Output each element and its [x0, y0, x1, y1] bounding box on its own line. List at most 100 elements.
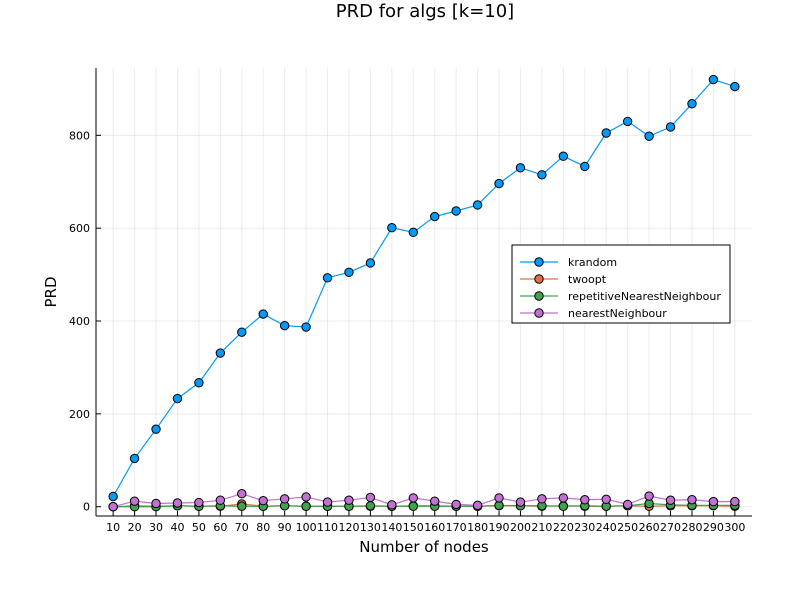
legend-label-nearestNeighbour: nearestNeighbour [568, 307, 667, 320]
data-point-nearestNeighbour [601, 494, 611, 504]
x-tick-label: 160 [424, 521, 445, 534]
data-point-krandom [151, 424, 161, 434]
x-tick-label: 300 [724, 521, 745, 534]
data-point-krandom [558, 151, 569, 161]
legend: krandom twoopt repetitiveNearestNeighbour n… [511, 244, 731, 324]
x-tick-label: 180 [467, 521, 488, 534]
legend-marker-twoopt [534, 274, 544, 284]
data-point-nearestNeighbour [258, 495, 268, 506]
data-point-nearestNeighbour [644, 491, 654, 501]
x-tick-label: 120 [338, 521, 359, 534]
axes [95, 68, 752, 517]
x-tick-label: 60 [213, 521, 227, 534]
chart-title: PRD for algs [k=10] [336, 1, 514, 22]
data-point-krandom [108, 491, 118, 502]
data-point-krandom [194, 378, 204, 388]
legend-marker-repetitiveNearestNeighbour [534, 291, 544, 301]
x-tick-label: 70 [235, 521, 249, 534]
data-point-nearestNeighbour [108, 502, 118, 512]
data-point-nearestNeighbour [129, 496, 140, 506]
data-point-krandom [365, 258, 376, 268]
data-point-krandom [279, 320, 290, 331]
data-point-nearestNeighbour [215, 495, 226, 505]
y-tick-label: 800 [69, 129, 90, 142]
series-krandom [108, 74, 740, 502]
data-point-nearestNeighbour [580, 495, 590, 505]
data-point-nearestNeighbour [279, 494, 290, 504]
data-point-nearestNeighbour [301, 492, 311, 502]
x-tick-label: 10 [106, 521, 120, 534]
data-point-krandom [580, 161, 590, 172]
x-tick-label: 80 [256, 521, 270, 534]
series-repetitiveNearestNeighbour [108, 498, 740, 512]
data-point-nearestNeighbour [472, 500, 483, 511]
data-point-krandom [494, 178, 504, 189]
data-point-nearestNeighbour [494, 493, 504, 503]
x-tick-label: 190 [489, 521, 510, 534]
data-point-krandom [601, 128, 611, 138]
x-tick-label: 110 [317, 521, 338, 534]
x-tick-label: 270 [660, 521, 681, 534]
x-tick-label: 260 [639, 521, 660, 534]
y-tick-label: 600 [69, 222, 90, 235]
series-layer [108, 74, 740, 512]
data-point-nearestNeighbour [430, 496, 440, 506]
x-tick-label: 140 [381, 521, 402, 534]
y-tick-label: 200 [69, 408, 90, 421]
x-tick-label: 20 [128, 521, 142, 534]
data-point-krandom [430, 211, 440, 222]
data-point-krandom [622, 116, 633, 127]
data-point-nearestNeighbour [365, 492, 376, 503]
x-tick-label: 40 [170, 521, 184, 534]
x-tick-label: 210 [531, 521, 552, 534]
x-tick-label: 90 [278, 521, 292, 534]
legend-marker-krandom [534, 257, 544, 267]
data-point-nearestNeighbour [237, 489, 247, 499]
data-point-krandom [472, 200, 483, 210]
legend-label-krandom: krandom [568, 256, 617, 269]
data-point-repetitiveNearestNeighbour [365, 501, 376, 511]
x-ticks: 10 20 30 40 50 60 70 80 90 100 110 120 130 140 150 160 1… [106, 511, 745, 534]
x-tick-label: 100 [296, 521, 317, 534]
data-point-krandom [515, 163, 526, 173]
data-point-repetitiveNearestNeighbour [301, 501, 311, 511]
x-tick-label: 220 [553, 521, 574, 534]
x-tick-label: 200 [510, 521, 531, 534]
data-point-krandom [301, 322, 311, 332]
x-tick-label: 230 [574, 521, 595, 534]
data-point-nearestNeighbour [194, 497, 204, 508]
y-tick-label: 0 [83, 501, 90, 514]
data-point-krandom [258, 309, 268, 319]
data-point-nearestNeighbour [622, 499, 633, 510]
data-point-krandom [322, 273, 333, 283]
data-point-krandom [644, 131, 654, 141]
data-point-nearestNeighbour [408, 493, 418, 503]
y-ticks: 0 200 400 600 800 [69, 129, 101, 514]
data-point-krandom [172, 393, 183, 404]
data-point-nearestNeighbour [515, 497, 526, 507]
data-point-nearestNeighbour [708, 496, 719, 507]
data-point-krandom [129, 453, 140, 464]
data-point-repetitiveNearestNeighbour [237, 501, 247, 511]
data-point-nearestNeighbour [172, 498, 183, 508]
data-point-krandom [537, 170, 547, 180]
data-point-nearestNeighbour [151, 498, 161, 509]
x-tick-label: 150 [403, 521, 424, 534]
series-nearestNeighbour [108, 489, 740, 512]
x-tick-label: 130 [360, 521, 381, 534]
data-point-krandom [215, 348, 226, 358]
x-tick-label: 290 [703, 521, 724, 534]
data-point-krandom [408, 227, 418, 238]
x-tick-label: 30 [149, 521, 163, 534]
data-point-nearestNeighbour [687, 495, 697, 505]
data-point-nearestNeighbour [665, 495, 676, 505]
x-tick-label: 280 [681, 521, 702, 534]
data-point-krandom [665, 122, 676, 132]
y-axis-title: PRD [42, 276, 60, 307]
data-point-krandom [708, 74, 719, 85]
data-point-nearestNeighbour [730, 496, 740, 507]
data-point-nearestNeighbour [558, 493, 569, 503]
x-tick-label: 250 [617, 521, 638, 534]
x-tick-label: 170 [446, 521, 467, 534]
data-point-krandom [730, 81, 740, 92]
